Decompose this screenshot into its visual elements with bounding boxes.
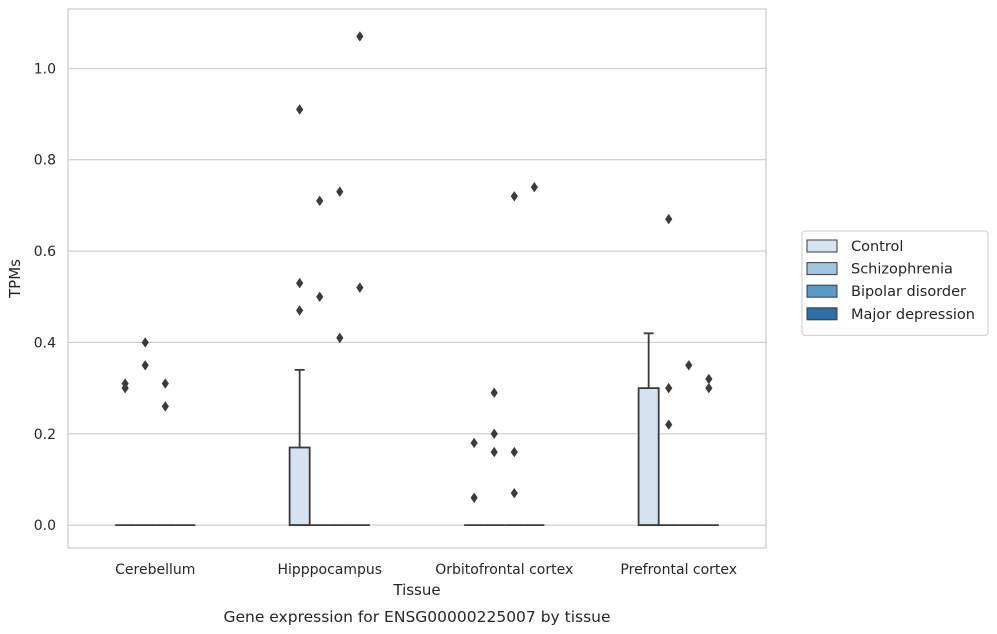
box	[288, 446, 311, 527]
outlier-point	[336, 332, 344, 344]
box	[637, 387, 660, 527]
outlier-point	[665, 419, 673, 430]
outlier-point	[490, 387, 498, 398]
outlier-point	[490, 446, 498, 458]
y-axis-label: TPMs	[6, 259, 24, 299]
x-tick-label: Prefrontal cortex	[620, 562, 737, 578]
x-tick-label: Orbitofrontal cortex	[435, 562, 573, 578]
grid-lines	[68, 67, 766, 526]
outlier-point	[470, 437, 478, 449]
outlier-point	[356, 31, 364, 42]
outlier-point	[316, 291, 324, 302]
outlier-point	[336, 186, 344, 197]
y-tick-label: 1.0	[34, 61, 56, 77]
x-axis-label: Tissue	[392, 581, 440, 599]
outlier-point	[121, 378, 129, 389]
outlier-point	[296, 305, 304, 316]
x-tick-labels: Cerebellum Hipppocampus Orbitofrontal cort…	[115, 562, 737, 578]
legend-swatch	[806, 284, 838, 298]
legend-swatch	[806, 307, 838, 321]
outlier-point	[161, 378, 169, 389]
y-tick-label: 0.0	[34, 518, 56, 534]
boxes	[115, 332, 719, 527]
outlier-point	[490, 428, 498, 440]
y-tick-label: 0.4	[34, 335, 56, 351]
legend: Control Schizophrenia Bipolar disorder Majo…	[801, 230, 989, 336]
outlier-point	[296, 277, 304, 289]
chart-caption: Gene expression for ENSG00000225007 by t…	[223, 608, 610, 626]
outlier-point	[510, 191, 518, 202]
legend-swatch	[806, 262, 838, 276]
legend-swatch	[806, 239, 838, 253]
outlier-point	[141, 337, 149, 348]
outlier-point	[141, 360, 149, 371]
legend-frame	[801, 230, 989, 336]
y-tick-label: 0.8	[34, 153, 56, 169]
outlier-point	[705, 373, 713, 385]
outlier-point	[470, 492, 478, 503]
outlier-point	[705, 382, 713, 394]
outlier-point	[356, 282, 364, 293]
y-tick-labels: 0.0 0.2 0.4 0.6 0.8 1.0	[34, 61, 56, 534]
outlier-point	[296, 104, 304, 115]
outlier-point	[685, 360, 693, 371]
plot-frame	[67, 8, 767, 549]
y-tick-label: 0.6	[34, 244, 56, 260]
outlier-point	[510, 446, 518, 458]
outlier-point	[530, 181, 538, 193]
outlier-point	[161, 401, 169, 412]
outliers	[121, 31, 713, 503]
outlier-point	[316, 195, 324, 207]
outlier-point	[665, 213, 673, 225]
y-tick-label: 0.2	[34, 427, 56, 443]
legend-label: Bipolar disorder	[851, 284, 966, 300]
legend-label: Major depression	[851, 307, 975, 323]
legend-label: Schizophrenia	[851, 262, 953, 278]
outlier-point	[510, 487, 518, 499]
outlier-point	[665, 382, 673, 394]
x-tick-label: Hipppocampus	[277, 562, 382, 578]
legend-label: Control	[851, 239, 903, 255]
x-tick-label: Cerebellum	[115, 562, 195, 578]
